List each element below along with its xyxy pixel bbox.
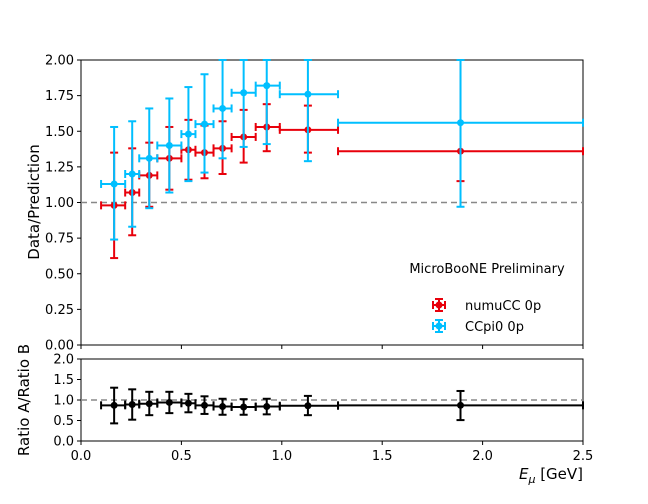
top-series-2 (100, 59, 584, 241)
top-series-1 (100, 59, 584, 260)
top-y-tick-label: 0.50 (45, 267, 74, 282)
top-y-axis-label: Data/Prediction (25, 144, 43, 259)
top-data-point (219, 104, 227, 112)
top-y-tick-label: 1.00 (45, 196, 74, 211)
top-data-point (200, 120, 208, 128)
bottom-y-tick-label: 1.5 (53, 373, 74, 388)
top-y-tick-label: 0.00 (45, 339, 74, 354)
top-data-point (240, 89, 248, 97)
bottom-data-point (457, 401, 465, 409)
bottom-data-point (184, 399, 192, 407)
bottom-data-point (165, 398, 173, 406)
bottom-x-tick-label: 0.5 (171, 449, 192, 464)
chart-annotation: MicroBooNE Preliminary (409, 262, 565, 277)
bottom-x-tick-label: 2.5 (573, 449, 594, 464)
top-data-point (304, 90, 312, 98)
top-y-tick-label: 1.75 (45, 89, 74, 104)
x-axis-label: Eμ [GeV] (519, 465, 583, 486)
top-data-point (128, 170, 136, 178)
bottom-data-point (263, 403, 271, 411)
top-y-tick-label: 1.50 (45, 125, 74, 140)
top-y-tick-label: 0.75 (45, 232, 74, 247)
bottom-x-tick-label: 1.0 (271, 449, 292, 464)
top-y-tick-label: 0.25 (45, 303, 74, 318)
bottom-y-tick-label: 0.5 (53, 414, 74, 429)
bottom-y-axis-label: Ratio A/Ratio B (15, 344, 33, 456)
legend-label: CCpi0 0p (465, 320, 524, 335)
bottom-data-point (128, 401, 136, 409)
legend-marker-point (435, 301, 443, 309)
bottom-x-tick-label: 2.0 (472, 449, 493, 464)
top-data-point (145, 154, 153, 162)
legend-label: numuCC 0p (465, 299, 541, 314)
bottom-series-1 (100, 386, 584, 425)
bottom-data-point (145, 400, 153, 408)
bottom-data-point (219, 403, 227, 411)
top-y-tick-label: 2.00 (45, 54, 74, 69)
top-data-point (184, 130, 192, 138)
bottom-data-point (200, 401, 208, 409)
top-data-point (165, 142, 173, 149)
top-data-point (263, 82, 271, 90)
top-panel: 0.00 0.25 0.50 0.75 1.00 1.25 1.50 1.75 2.00 Dat… (25, 54, 584, 354)
top-data-point (110, 180, 118, 188)
legend-marker-point (435, 322, 443, 330)
top-data-point (457, 119, 465, 127)
bottom-data-point (304, 402, 312, 410)
top-y-tick-label: 1.25 (45, 160, 74, 175)
bottom-x-tick-label: 0.0 (71, 449, 92, 464)
bottom-y-tick-label: 1.0 (53, 394, 74, 409)
bottom-data-point (110, 401, 118, 409)
bottom-data-point (240, 403, 248, 411)
bottom-y-tick-label: 0.0 (53, 435, 74, 450)
bottom-x-tick-label: 1.5 (372, 449, 393, 464)
bottom-y-tick-label: 2.0 (53, 353, 74, 368)
bottom-panel: 0.0 0.5 1.0 1.5 2.0 0.0 0.5 1.0 1.5 2.0 2.5 Ratio… (15, 344, 593, 486)
legend: numuCC 0p CCpi0 0p (432, 298, 541, 335)
